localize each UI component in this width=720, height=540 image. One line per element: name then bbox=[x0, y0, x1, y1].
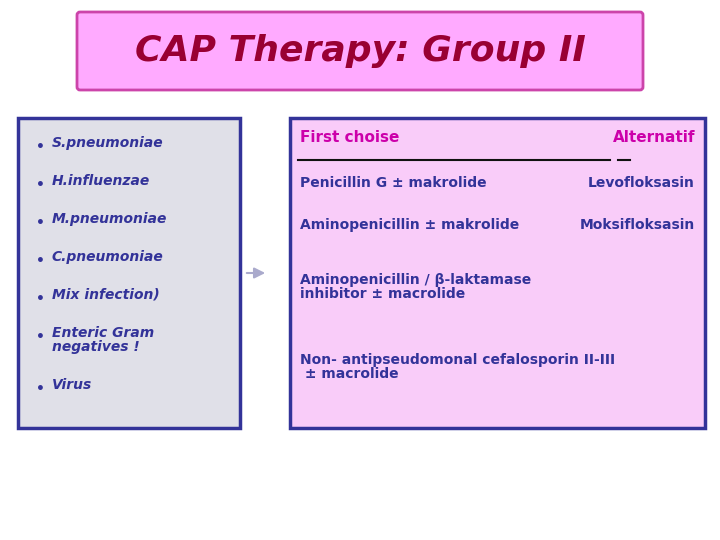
Text: M.pneumoniae: M.pneumoniae bbox=[52, 212, 167, 226]
Text: C.pneumoniae: C.pneumoniae bbox=[52, 250, 163, 264]
Text: Non- antipseudomonal cefalosporin II-III: Non- antipseudomonal cefalosporin II-III bbox=[300, 353, 615, 367]
Text: negatives !: negatives ! bbox=[52, 340, 140, 354]
Text: Levofloksasin: Levofloksasin bbox=[588, 176, 695, 190]
Text: Alternatif: Alternatif bbox=[613, 130, 695, 145]
Text: Aminopenicillin / β-laktamase: Aminopenicillin / β-laktamase bbox=[300, 273, 531, 287]
Text: Aminopenicillin ± makrolide: Aminopenicillin ± makrolide bbox=[300, 218, 519, 232]
Text: ± macrolide: ± macrolide bbox=[300, 367, 399, 381]
FancyBboxPatch shape bbox=[290, 118, 705, 428]
Text: •: • bbox=[36, 254, 45, 268]
Text: •: • bbox=[36, 178, 45, 192]
Text: First choise: First choise bbox=[300, 130, 400, 145]
Text: inhibitor ± macrolide: inhibitor ± macrolide bbox=[300, 287, 465, 301]
Text: Virus: Virus bbox=[52, 378, 92, 392]
FancyBboxPatch shape bbox=[77, 12, 643, 90]
Text: •: • bbox=[36, 140, 45, 154]
Text: •: • bbox=[36, 216, 45, 230]
Text: CAP Therapy: Group II: CAP Therapy: Group II bbox=[135, 34, 585, 68]
Text: Enteric Gram: Enteric Gram bbox=[52, 326, 154, 340]
FancyBboxPatch shape bbox=[18, 118, 240, 428]
Text: Mix infection): Mix infection) bbox=[52, 288, 160, 302]
FancyArrowPatch shape bbox=[247, 268, 263, 278]
Text: S.pneumoniae: S.pneumoniae bbox=[52, 136, 163, 150]
Text: •: • bbox=[36, 292, 45, 306]
Text: H.influenzae: H.influenzae bbox=[52, 174, 150, 188]
Text: Penicillin G ± makrolide: Penicillin G ± makrolide bbox=[300, 176, 487, 190]
Text: •: • bbox=[36, 382, 45, 396]
Text: Moksifloksasin: Moksifloksasin bbox=[580, 218, 695, 232]
Text: •: • bbox=[36, 330, 45, 344]
